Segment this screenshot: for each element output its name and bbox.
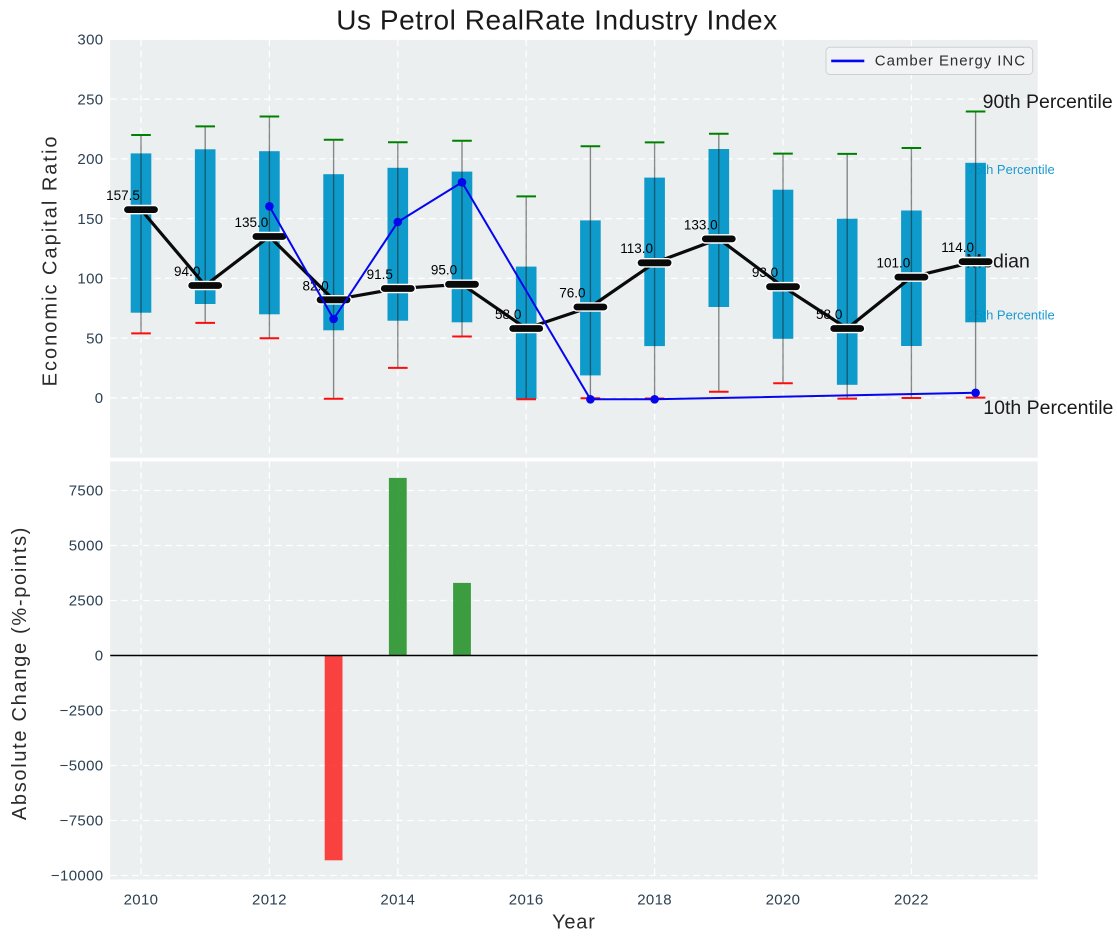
svg-text:0: 0 bbox=[95, 390, 104, 407]
svg-text:100: 100 bbox=[77, 271, 103, 288]
svg-text:58.0: 58.0 bbox=[495, 307, 521, 322]
svg-text:Us Petrol RealRate Industry In: Us Petrol RealRate Industry Index bbox=[336, 4, 777, 35]
svg-text:10th Percentile: 10th Percentile bbox=[983, 397, 1113, 419]
svg-text:Camber Energy INC: Camber Energy INC bbox=[875, 53, 1026, 70]
svg-text:75th Percentile: 75th Percentile bbox=[968, 162, 1055, 177]
svg-text:Economic Capital Ratio: Economic Capital Ratio bbox=[39, 134, 61, 386]
svg-text:Median: Median bbox=[966, 251, 1030, 273]
svg-text:157.5: 157.5 bbox=[106, 188, 140, 203]
svg-text:90th Percentile: 90th Percentile bbox=[983, 91, 1113, 113]
svg-text:0: 0 bbox=[95, 648, 104, 665]
svg-text:−10000: −10000 bbox=[51, 868, 104, 885]
svg-text:58.0: 58.0 bbox=[816, 307, 842, 322]
svg-text:−7500: −7500 bbox=[60, 813, 104, 830]
svg-text:7500: 7500 bbox=[69, 483, 104, 500]
svg-text:2500: 2500 bbox=[69, 593, 104, 610]
svg-text:94.0: 94.0 bbox=[174, 264, 200, 279]
svg-text:150: 150 bbox=[77, 211, 103, 228]
svg-text:2010: 2010 bbox=[124, 892, 159, 909]
svg-text:Year: Year bbox=[552, 911, 596, 933]
svg-text:2018: 2018 bbox=[637, 892, 672, 909]
svg-text:114.0: 114.0 bbox=[941, 240, 974, 255]
svg-text:2020: 2020 bbox=[766, 892, 801, 909]
svg-text:95.0: 95.0 bbox=[431, 263, 457, 278]
svg-text:2014: 2014 bbox=[380, 892, 415, 909]
svg-text:−2500: −2500 bbox=[60, 703, 104, 720]
svg-text:300: 300 bbox=[77, 32, 103, 49]
svg-text:113.0: 113.0 bbox=[620, 241, 653, 256]
svg-text:76.0: 76.0 bbox=[559, 285, 585, 300]
svg-text:91.5: 91.5 bbox=[367, 267, 393, 282]
svg-text:2012: 2012 bbox=[252, 892, 287, 909]
svg-text:135.0: 135.0 bbox=[235, 215, 269, 230]
svg-text:25th Percentile: 25th Percentile bbox=[968, 308, 1055, 323]
svg-text:5000: 5000 bbox=[69, 538, 104, 555]
svg-text:2016: 2016 bbox=[509, 892, 544, 909]
svg-text:250: 250 bbox=[77, 91, 103, 108]
svg-text:101.0: 101.0 bbox=[877, 256, 911, 271]
svg-text:50: 50 bbox=[86, 330, 103, 347]
svg-text:Absolute Change (%-points): Absolute Change (%-points) bbox=[9, 526, 31, 820]
svg-text:2022: 2022 bbox=[894, 892, 929, 909]
svg-text:93.0: 93.0 bbox=[752, 265, 778, 280]
svg-text:−5000: −5000 bbox=[60, 758, 104, 775]
svg-text:133.0: 133.0 bbox=[684, 217, 718, 232]
svg-text:200: 200 bbox=[77, 151, 103, 168]
